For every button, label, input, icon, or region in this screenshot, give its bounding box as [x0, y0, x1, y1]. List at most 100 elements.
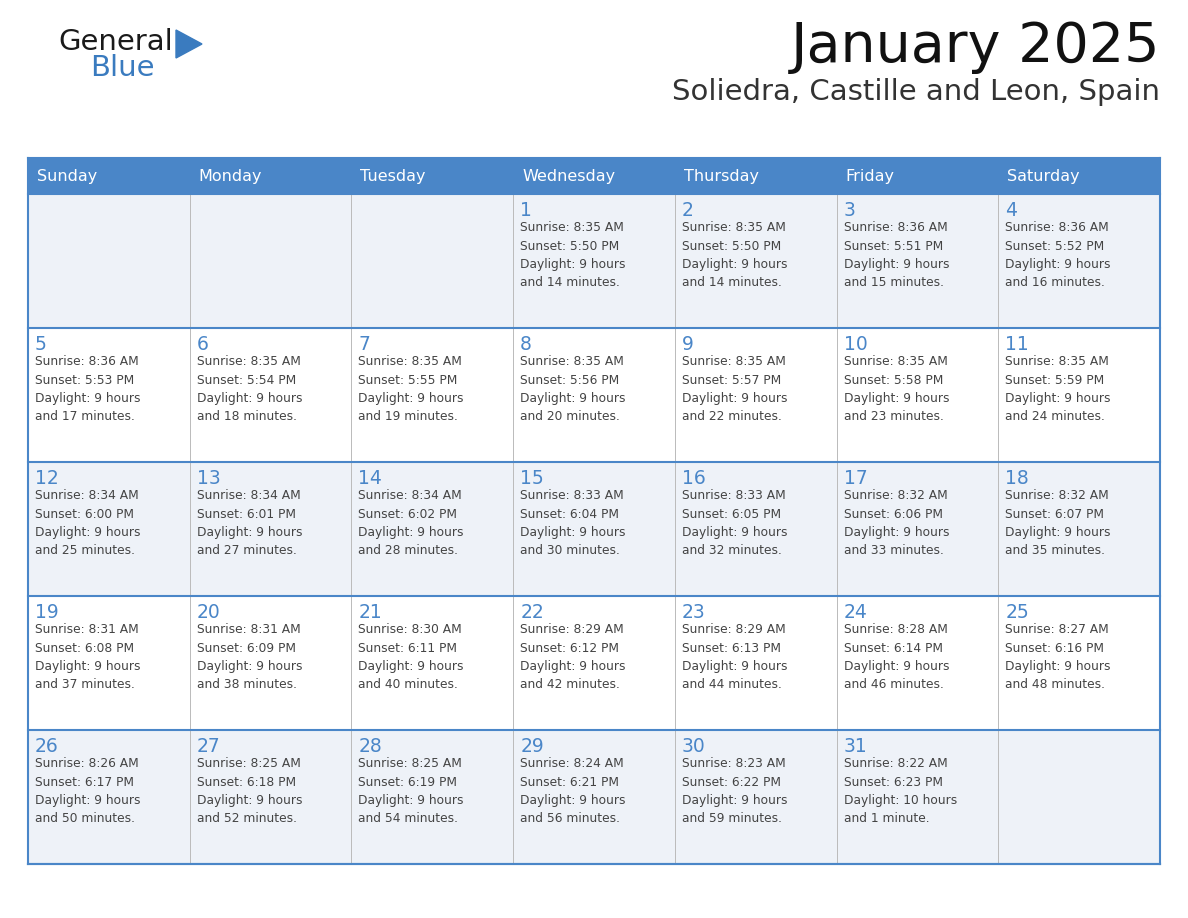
Text: Sunrise: 8:32 AM
Sunset: 6:07 PM
Daylight: 9 hours
and 35 minutes.: Sunrise: 8:32 AM Sunset: 6:07 PM Dayligh… — [1005, 489, 1111, 557]
Bar — [998, 328, 1159, 462]
Bar — [675, 730, 836, 864]
Bar — [352, 328, 513, 462]
Text: Wednesday: Wednesday — [523, 169, 615, 184]
Bar — [513, 194, 675, 328]
Bar — [836, 462, 998, 596]
Bar — [352, 158, 513, 194]
Text: 13: 13 — [197, 469, 221, 488]
Bar — [513, 462, 675, 596]
Bar — [190, 194, 352, 328]
Bar — [29, 596, 190, 730]
Text: Sunrise: 8:31 AM
Sunset: 6:08 PM
Daylight: 9 hours
and 37 minutes.: Sunrise: 8:31 AM Sunset: 6:08 PM Dayligh… — [34, 623, 140, 691]
Text: Sunrise: 8:35 AM
Sunset: 5:56 PM
Daylight: 9 hours
and 20 minutes.: Sunrise: 8:35 AM Sunset: 5:56 PM Dayligh… — [520, 355, 626, 423]
Text: Sunrise: 8:35 AM
Sunset: 5:54 PM
Daylight: 9 hours
and 18 minutes.: Sunrise: 8:35 AM Sunset: 5:54 PM Dayligh… — [197, 355, 302, 423]
Text: 26: 26 — [34, 737, 58, 756]
Bar — [29, 462, 190, 596]
Text: Sunrise: 8:33 AM
Sunset: 6:05 PM
Daylight: 9 hours
and 32 minutes.: Sunrise: 8:33 AM Sunset: 6:05 PM Dayligh… — [682, 489, 788, 557]
Bar — [190, 462, 352, 596]
Text: Sunrise: 8:24 AM
Sunset: 6:21 PM
Daylight: 9 hours
and 56 minutes.: Sunrise: 8:24 AM Sunset: 6:21 PM Dayligh… — [520, 757, 626, 825]
Bar — [836, 730, 998, 864]
Text: Sunrise: 8:35 AM
Sunset: 5:50 PM
Daylight: 9 hours
and 14 minutes.: Sunrise: 8:35 AM Sunset: 5:50 PM Dayligh… — [682, 221, 788, 289]
Text: 8: 8 — [520, 335, 532, 354]
Text: Sunrise: 8:35 AM
Sunset: 5:59 PM
Daylight: 9 hours
and 24 minutes.: Sunrise: 8:35 AM Sunset: 5:59 PM Dayligh… — [1005, 355, 1111, 423]
Text: 20: 20 — [197, 603, 221, 622]
Bar — [675, 194, 836, 328]
Bar — [513, 596, 675, 730]
Bar — [675, 328, 836, 462]
Bar — [513, 730, 675, 864]
Bar — [352, 730, 513, 864]
Text: Sunrise: 8:30 AM
Sunset: 6:11 PM
Daylight: 9 hours
and 40 minutes.: Sunrise: 8:30 AM Sunset: 6:11 PM Dayligh… — [359, 623, 465, 691]
Bar — [998, 730, 1159, 864]
Text: 1: 1 — [520, 201, 532, 220]
Bar — [29, 730, 190, 864]
Text: Sunrise: 8:35 AM
Sunset: 5:55 PM
Daylight: 9 hours
and 19 minutes.: Sunrise: 8:35 AM Sunset: 5:55 PM Dayligh… — [359, 355, 465, 423]
Text: 31: 31 — [843, 737, 867, 756]
Bar — [190, 328, 352, 462]
Bar — [675, 596, 836, 730]
Text: Sunrise: 8:27 AM
Sunset: 6:16 PM
Daylight: 9 hours
and 48 minutes.: Sunrise: 8:27 AM Sunset: 6:16 PM Dayligh… — [1005, 623, 1111, 691]
Text: Sunrise: 8:22 AM
Sunset: 6:23 PM
Daylight: 10 hours
and 1 minute.: Sunrise: 8:22 AM Sunset: 6:23 PM Dayligh… — [843, 757, 956, 825]
Text: 28: 28 — [359, 737, 383, 756]
Text: January 2025: January 2025 — [790, 20, 1159, 74]
Text: 27: 27 — [197, 737, 221, 756]
Text: Soliedra, Castille and Leon, Spain: Soliedra, Castille and Leon, Spain — [672, 78, 1159, 106]
Text: Sunrise: 8:29 AM
Sunset: 6:12 PM
Daylight: 9 hours
and 42 minutes.: Sunrise: 8:29 AM Sunset: 6:12 PM Dayligh… — [520, 623, 626, 691]
Text: Sunrise: 8:23 AM
Sunset: 6:22 PM
Daylight: 9 hours
and 59 minutes.: Sunrise: 8:23 AM Sunset: 6:22 PM Dayligh… — [682, 757, 788, 825]
Text: 22: 22 — [520, 603, 544, 622]
Bar — [29, 328, 190, 462]
Text: 9: 9 — [682, 335, 694, 354]
Text: Sunrise: 8:25 AM
Sunset: 6:19 PM
Daylight: 9 hours
and 54 minutes.: Sunrise: 8:25 AM Sunset: 6:19 PM Dayligh… — [359, 757, 465, 825]
Text: Sunrise: 8:34 AM
Sunset: 6:02 PM
Daylight: 9 hours
and 28 minutes.: Sunrise: 8:34 AM Sunset: 6:02 PM Dayligh… — [359, 489, 465, 557]
Text: Sunday: Sunday — [37, 169, 97, 184]
Text: 2: 2 — [682, 201, 694, 220]
Text: Sunrise: 8:36 AM
Sunset: 5:53 PM
Daylight: 9 hours
and 17 minutes.: Sunrise: 8:36 AM Sunset: 5:53 PM Dayligh… — [34, 355, 140, 423]
Text: 12: 12 — [34, 469, 58, 488]
Bar — [352, 194, 513, 328]
Text: 11: 11 — [1005, 335, 1029, 354]
Text: Sunrise: 8:34 AM
Sunset: 6:01 PM
Daylight: 9 hours
and 27 minutes.: Sunrise: 8:34 AM Sunset: 6:01 PM Dayligh… — [197, 489, 302, 557]
Bar — [29, 194, 190, 328]
Bar — [190, 158, 352, 194]
Bar — [352, 596, 513, 730]
Text: Sunrise: 8:33 AM
Sunset: 6:04 PM
Daylight: 9 hours
and 30 minutes.: Sunrise: 8:33 AM Sunset: 6:04 PM Dayligh… — [520, 489, 626, 557]
Text: 25: 25 — [1005, 603, 1029, 622]
Text: Sunrise: 8:26 AM
Sunset: 6:17 PM
Daylight: 9 hours
and 50 minutes.: Sunrise: 8:26 AM Sunset: 6:17 PM Dayligh… — [34, 757, 140, 825]
Bar — [998, 462, 1159, 596]
Bar — [513, 158, 675, 194]
Text: Thursday: Thursday — [684, 169, 759, 184]
Bar — [836, 158, 998, 194]
Text: Sunrise: 8:32 AM
Sunset: 6:06 PM
Daylight: 9 hours
and 33 minutes.: Sunrise: 8:32 AM Sunset: 6:06 PM Dayligh… — [843, 489, 949, 557]
Text: 29: 29 — [520, 737, 544, 756]
Text: Sunrise: 8:35 AM
Sunset: 5:50 PM
Daylight: 9 hours
and 14 minutes.: Sunrise: 8:35 AM Sunset: 5:50 PM Dayligh… — [520, 221, 626, 289]
Bar — [836, 328, 998, 462]
Text: 21: 21 — [359, 603, 383, 622]
Polygon shape — [176, 30, 202, 58]
Text: Saturday: Saturday — [1007, 169, 1080, 184]
Bar — [675, 158, 836, 194]
Bar — [513, 328, 675, 462]
Text: Sunrise: 8:28 AM
Sunset: 6:14 PM
Daylight: 9 hours
and 46 minutes.: Sunrise: 8:28 AM Sunset: 6:14 PM Dayligh… — [843, 623, 949, 691]
Text: Sunrise: 8:36 AM
Sunset: 5:51 PM
Daylight: 9 hours
and 15 minutes.: Sunrise: 8:36 AM Sunset: 5:51 PM Dayligh… — [843, 221, 949, 289]
Bar — [998, 596, 1159, 730]
Text: Monday: Monday — [198, 169, 263, 184]
Text: 14: 14 — [359, 469, 383, 488]
Text: General: General — [58, 28, 172, 56]
Text: Sunrise: 8:31 AM
Sunset: 6:09 PM
Daylight: 9 hours
and 38 minutes.: Sunrise: 8:31 AM Sunset: 6:09 PM Dayligh… — [197, 623, 302, 691]
Text: 7: 7 — [359, 335, 371, 354]
Text: Sunrise: 8:29 AM
Sunset: 6:13 PM
Daylight: 9 hours
and 44 minutes.: Sunrise: 8:29 AM Sunset: 6:13 PM Dayligh… — [682, 623, 788, 691]
Text: 23: 23 — [682, 603, 706, 622]
Bar — [998, 194, 1159, 328]
Text: 19: 19 — [34, 603, 58, 622]
Text: 30: 30 — [682, 737, 706, 756]
Bar — [190, 730, 352, 864]
Text: Tuesday: Tuesday — [360, 169, 426, 184]
Text: 17: 17 — [843, 469, 867, 488]
Text: 4: 4 — [1005, 201, 1017, 220]
Text: 10: 10 — [843, 335, 867, 354]
Bar — [190, 596, 352, 730]
Text: 15: 15 — [520, 469, 544, 488]
Text: Sunrise: 8:25 AM
Sunset: 6:18 PM
Daylight: 9 hours
and 52 minutes.: Sunrise: 8:25 AM Sunset: 6:18 PM Dayligh… — [197, 757, 302, 825]
Bar — [836, 194, 998, 328]
Bar — [29, 158, 190, 194]
